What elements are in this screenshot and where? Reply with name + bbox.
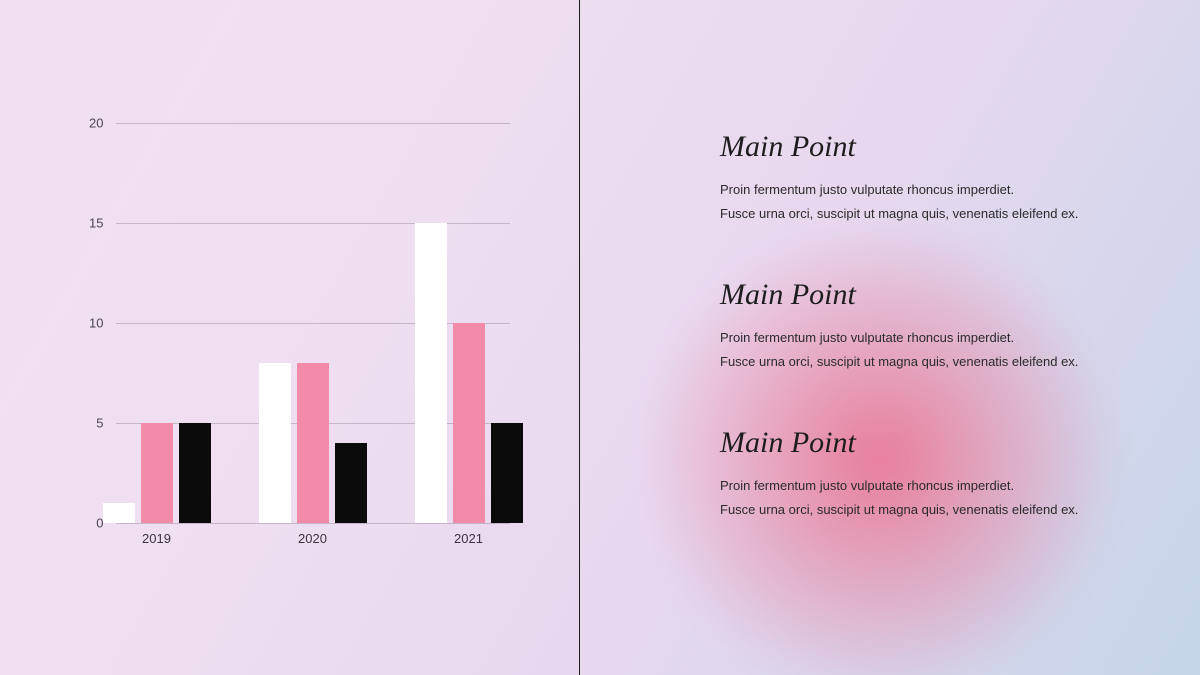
chart-bar (179, 423, 211, 523)
chart-bar (141, 423, 173, 523)
chart-bar (259, 363, 291, 523)
slide: 201920202021 05101520 Main Point Proin f… (0, 0, 1200, 675)
point-heading: Main Point (720, 130, 1140, 164)
chart-bar (335, 443, 367, 523)
bar-chart: 201920202021 05101520 (60, 103, 520, 573)
point-heading: Main Point (720, 278, 1140, 312)
chart-ylabel: 5 (60, 415, 104, 430)
chart-bar (103, 503, 135, 523)
point-body: Proin fermentum justo vulputate rhoncus … (720, 178, 1140, 226)
chart-bar (297, 363, 329, 523)
point-body: Proin fermentum justo vulputate rhoncus … (720, 326, 1140, 374)
chart-ylabel: 10 (60, 315, 104, 330)
chart-baseline (116, 523, 510, 524)
chart-plot: 201920202021 (116, 123, 510, 523)
point-block-2: Main Point Proin fermentum justo vulputa… (720, 278, 1140, 374)
chart-bar (491, 423, 523, 523)
chart-xlabel: 2019 (142, 531, 171, 546)
chart-ylabel: 20 (60, 115, 104, 130)
point-body: Proin fermentum justo vulputate rhoncus … (720, 474, 1140, 522)
chart-bar (415, 223, 447, 523)
chart-gridline (116, 223, 510, 224)
chart-xlabel: 2020 (298, 531, 327, 546)
left-panel: 201920202021 05101520 (0, 0, 580, 675)
chart-bar (453, 323, 485, 523)
right-panel: Main Point Proin fermentum justo vulputa… (580, 0, 1200, 675)
chart-ylabel: 0 (60, 515, 104, 530)
point-block-1: Main Point Proin fermentum justo vulputa… (720, 130, 1140, 226)
chart-xlabel: 2021 (454, 531, 483, 546)
point-heading: Main Point (720, 426, 1140, 460)
chart-gridline (116, 323, 510, 324)
chart-ylabel: 15 (60, 215, 104, 230)
chart-gridline (116, 123, 510, 124)
point-block-3: Main Point Proin fermentum justo vulputa… (720, 426, 1140, 522)
